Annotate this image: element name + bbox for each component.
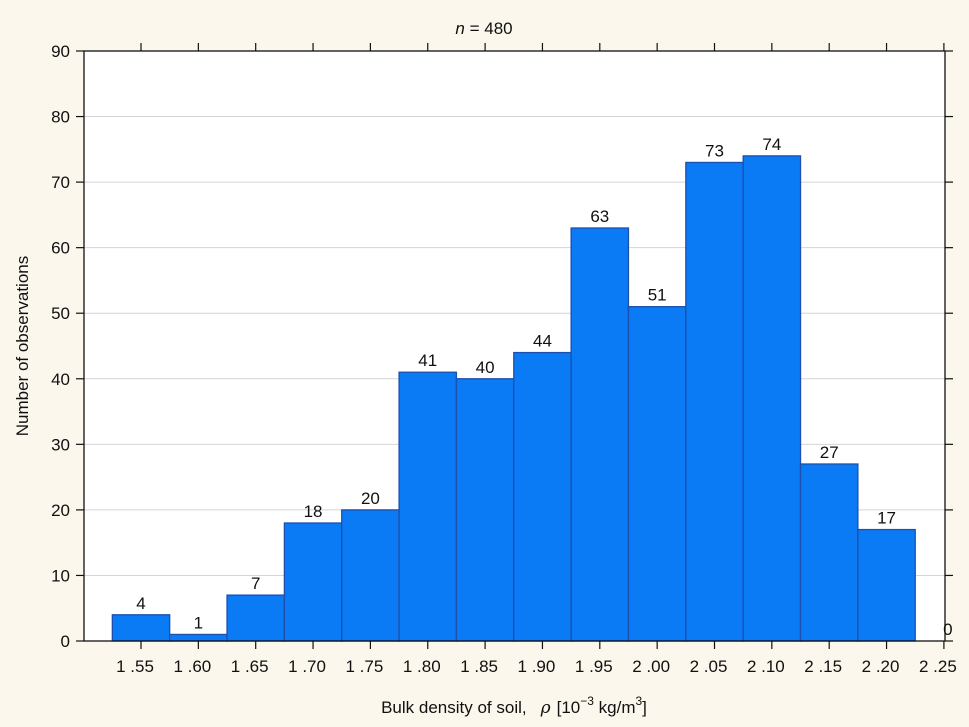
bar-value-label-8: 63 — [590, 207, 609, 226]
y-axis-title: Number of observations — [13, 256, 32, 436]
x-axis-title-text: Bulk density of soil, — [381, 698, 527, 717]
x-tick-label-13: 2 .20 — [862, 657, 900, 676]
x-axis-title-unit-close: ] — [642, 698, 647, 717]
bar-2 — [226, 594, 286, 642]
y-tick-label-0: 0 — [61, 632, 70, 651]
x-tick-label-7: 1 .90 — [518, 657, 556, 676]
bar-value-label-5: 41 — [418, 351, 437, 370]
bar-11 — [742, 155, 802, 642]
bar-12 — [799, 463, 859, 642]
bar-10 — [685, 161, 744, 642]
bar-value-label-0: 4 — [136, 594, 145, 613]
bar-3 — [283, 522, 343, 642]
chart-title: n = 480 — [455, 19, 512, 38]
y-tick-label-70: 70 — [51, 173, 70, 192]
bar-7 — [513, 351, 572, 642]
x-tick-label-9: 2 .00 — [632, 657, 670, 676]
chart-title-suffix: = 480 — [465, 19, 513, 38]
bar-value-label-2: 7 — [251, 574, 260, 593]
bar-9 — [627, 306, 687, 642]
bar-13 — [857, 528, 916, 642]
x-axis-title-unit-open: [10 — [557, 698, 581, 717]
x-axis: 1 .55 1 .60 1 .65 1 .70 1 .75 1 .80 1 .85 1 .90… — [116, 43, 957, 676]
y-tick-label-50: 50 — [51, 304, 70, 323]
bar-value-label-13: 17 — [877, 509, 896, 528]
x-tick-label-5: 1 .80 — [403, 657, 441, 676]
x-tick-label-6: 1 .85 — [460, 657, 498, 676]
x-tick-label-2: 1 .65 — [231, 657, 269, 676]
plot-frame — [83, 50, 946, 642]
x-axis-title-symbol: ρ — [540, 698, 551, 718]
x-axis-title-unit-exp2: 3 — [635, 694, 642, 708]
y-tick-label-10: 10 — [51, 566, 70, 585]
x-tick-label-3: 1 .70 — [288, 657, 326, 676]
x-tick-label-1: 1 .60 — [173, 657, 211, 676]
x-tick-label-12: 2 .15 — [804, 657, 842, 676]
bar-value-label-14: 0 — [943, 620, 952, 639]
bar-value-label-7: 44 — [533, 332, 552, 351]
bar-value-label-9: 51 — [648, 286, 667, 305]
bar-6 — [455, 378, 515, 642]
bar-1 — [169, 633, 228, 642]
x-tick-label-8: 1 .95 — [575, 657, 613, 676]
bar-0 — [111, 614, 171, 642]
x-axis-title-unit-exp: −3 — [580, 694, 594, 708]
y-tick-label-30: 30 — [51, 435, 70, 454]
bars-group — [111, 155, 916, 642]
x-tick-label-0: 1 .55 — [116, 657, 154, 676]
y-tick-label-80: 80 — [51, 108, 70, 127]
bar-8 — [570, 227, 630, 642]
x-tick-label-10: 2 .05 — [690, 657, 728, 676]
bar-value-label-11: 74 — [762, 135, 781, 154]
chart-title-prefix: n — [455, 19, 464, 38]
x-axis-title: Bulk density of soil, ρ [10−3 kg/m3] — [381, 694, 647, 718]
bar-value-label-12: 27 — [820, 443, 839, 462]
y-tick-label-20: 20 — [51, 501, 70, 520]
x-tick-label-14: 2 .25 — [919, 657, 957, 676]
x-tick-label-4: 1 .75 — [345, 657, 383, 676]
x-axis-title-unit-mid: kg/m — [594, 698, 636, 717]
y-tick-label-90: 90 — [51, 42, 70, 61]
bar-5 — [398, 371, 458, 642]
bar-value-label-1: 1 — [194, 613, 203, 632]
x-tick-label-11: 2 .10 — [747, 657, 785, 676]
bar-4 — [341, 509, 400, 642]
bar-value-label-3: 18 — [304, 502, 323, 521]
bar-value-label-10: 73 — [705, 141, 724, 160]
y-tick-label-60: 60 — [51, 239, 70, 258]
bar-value-label-6: 40 — [476, 358, 495, 377]
bar-value-label-4: 20 — [361, 489, 380, 508]
y-tick-label-40: 40 — [51, 370, 70, 389]
